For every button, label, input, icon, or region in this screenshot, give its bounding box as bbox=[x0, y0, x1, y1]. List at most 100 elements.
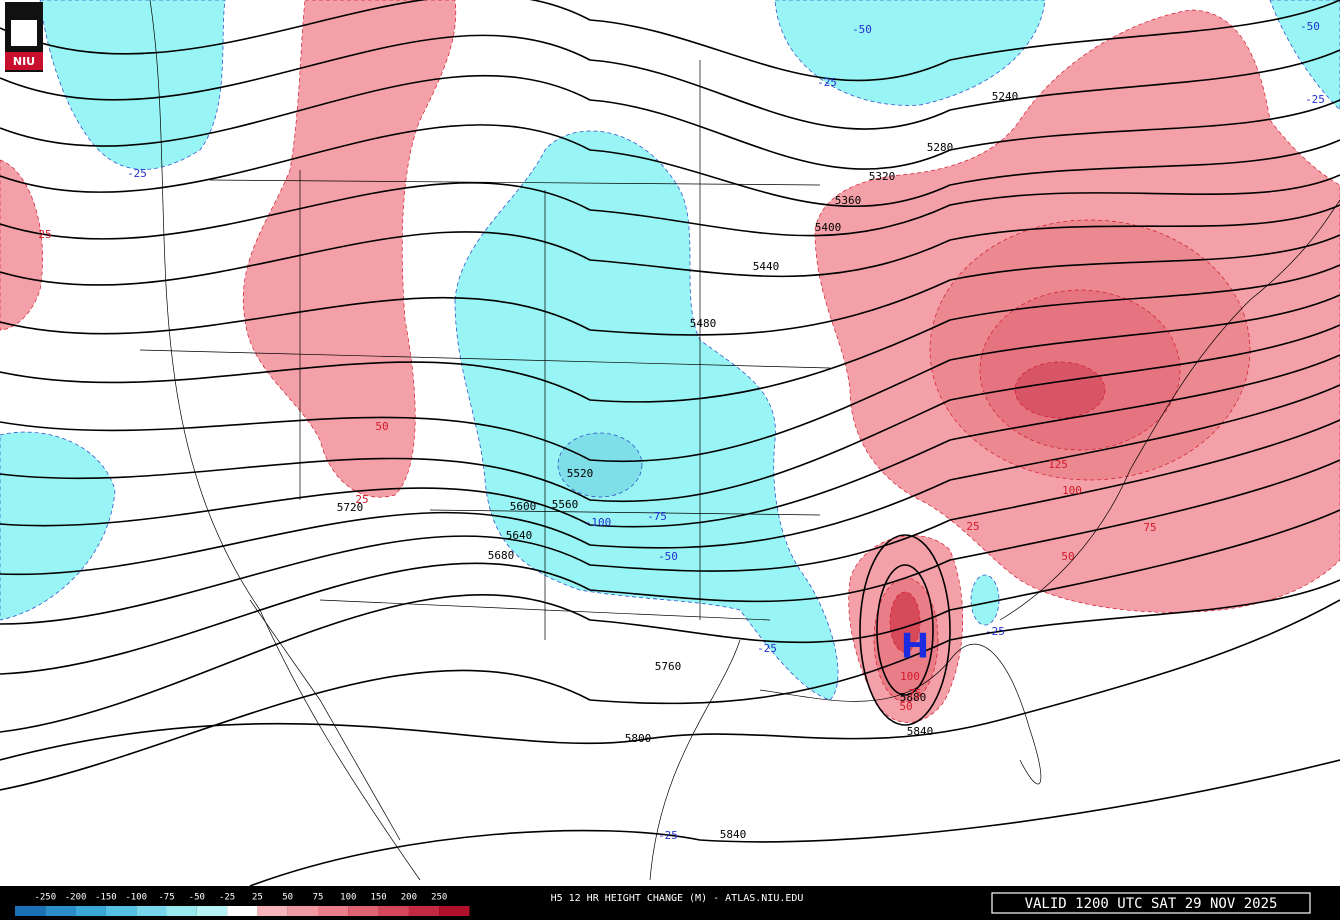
positive-change-label: 25 bbox=[38, 228, 51, 241]
positive-change-areas bbox=[0, 0, 1340, 723]
legend-label: -25 bbox=[219, 893, 235, 903]
footer-title: H5 12 HR HEIGHT CHANGE (M) - ATLAS.NIU.E… bbox=[551, 893, 804, 904]
positive-change-label: 50 bbox=[1061, 550, 1074, 563]
legend-swatch bbox=[15, 906, 46, 916]
legend-swatch bbox=[408, 906, 440, 916]
height-contour bbox=[0, 204, 1340, 286]
height-contour bbox=[0, 264, 1340, 403]
negative-change-label: -50 bbox=[852, 23, 872, 36]
borders bbox=[139, 0, 1340, 881]
positive-area bbox=[243, 0, 457, 498]
legend-label: -100 bbox=[125, 893, 147, 903]
negative-area bbox=[970, 574, 1000, 626]
height-label: 5520 bbox=[567, 467, 594, 480]
height-label: 5360 bbox=[835, 194, 862, 207]
height-contour bbox=[0, 599, 1340, 761]
legend-label: -200 bbox=[65, 893, 87, 903]
height-label: 5680 bbox=[488, 549, 515, 562]
negative-change-areas bbox=[0, 0, 1340, 701]
legend-swatch bbox=[318, 906, 349, 916]
height-contour bbox=[0, 34, 1340, 130]
height-contour bbox=[0, 354, 1340, 528]
legend-swatch bbox=[75, 906, 106, 916]
height-label: 5560 bbox=[552, 498, 579, 511]
positive-change-label: 125 bbox=[1048, 458, 1068, 471]
legend-swatch bbox=[196, 906, 228, 916]
positive-change-label: 100 bbox=[900, 670, 920, 683]
height-label: 5840 bbox=[907, 725, 934, 738]
legend-label: -50 bbox=[189, 893, 205, 903]
height-label: 5840 bbox=[720, 828, 747, 841]
positive-change-label: 75 bbox=[1143, 521, 1156, 534]
legend-label: 50 bbox=[282, 893, 293, 903]
legend-swatch bbox=[166, 906, 197, 916]
height-label: 5720 bbox=[337, 501, 364, 514]
negative-area-inner bbox=[557, 432, 643, 498]
legend-swatch bbox=[439, 906, 470, 916]
height-contour bbox=[0, 459, 1340, 675]
negative-change-label: -25 bbox=[658, 829, 678, 842]
negative-change-label: -50 bbox=[658, 550, 678, 563]
positive-change-label: 50 bbox=[899, 700, 912, 713]
height-label: 5760 bbox=[655, 660, 682, 673]
negative-change-label: -25 bbox=[127, 167, 147, 180]
height-contour bbox=[0, 294, 1340, 463]
legend-label: 75 bbox=[313, 893, 324, 903]
legend-swatch bbox=[257, 906, 288, 916]
height-contour bbox=[0, 0, 1340, 82]
negative-change-label: -75 bbox=[647, 510, 667, 523]
positive-area-inner bbox=[1014, 361, 1106, 419]
legend-label: 250 bbox=[431, 893, 447, 903]
height-label: 5440 bbox=[753, 260, 780, 273]
logo-text: NIU bbox=[13, 55, 35, 68]
positive-change-label: 50 bbox=[375, 420, 388, 433]
legend-swatch bbox=[45, 906, 76, 916]
positive-change-label: 25 bbox=[355, 493, 368, 506]
height-contour bbox=[0, 324, 1340, 503]
height-contour bbox=[0, 174, 1340, 240]
height-contour bbox=[249, 759, 1340, 887]
height-label: 5880 bbox=[900, 691, 927, 704]
negative-area bbox=[39, 0, 226, 170]
legend-label: -250 bbox=[34, 893, 56, 903]
high-pressure-marker: H bbox=[901, 627, 929, 667]
legend: -250 -200 -150 -100 -75 -50 -25 25 50 75 100 150 200… bbox=[15, 893, 470, 916]
map-labels: 5240 5280 5320 5360 5400 5440 5480 5520 5560 5600… bbox=[38, 20, 1325, 842]
valid-time: VALID 1200 UTC SAT 29 NOV 2025 bbox=[1025, 896, 1278, 912]
height-contour bbox=[0, 419, 1340, 625]
negative-change-label: -100 bbox=[585, 516, 612, 529]
height-contour bbox=[0, 124, 1340, 207]
height-label: 5240 bbox=[992, 90, 1019, 103]
height-contours bbox=[0, 0, 1340, 887]
height-label: 5640 bbox=[506, 529, 533, 542]
legend-swatch bbox=[378, 906, 409, 916]
height-contour bbox=[0, 579, 1340, 791]
height-contour bbox=[0, 384, 1340, 576]
coastline bbox=[149, 0, 1340, 881]
positive-change-label: 100 bbox=[1062, 484, 1082, 497]
height-contour bbox=[876, 564, 934, 696]
legend-swatch bbox=[287, 906, 318, 916]
legend-swatch bbox=[105, 906, 137, 916]
positive-area bbox=[0, 159, 43, 331]
legend-swatch bbox=[348, 906, 379, 916]
height-contour bbox=[0, 234, 1340, 336]
legend-label: -150 bbox=[95, 893, 117, 903]
height-contour bbox=[859, 534, 951, 726]
valid-box bbox=[991, 892, 1311, 914]
height-label: 5320 bbox=[869, 170, 896, 183]
legend-label: -75 bbox=[158, 893, 174, 903]
negative-area bbox=[454, 130, 839, 701]
negative-change-label: -25 bbox=[817, 76, 837, 89]
height-label: 5280 bbox=[927, 141, 954, 154]
height-contour bbox=[0, 74, 1340, 170]
positive-change-label: 25 bbox=[966, 520, 979, 533]
negative-area bbox=[774, 0, 1046, 106]
height-label: 5800 bbox=[625, 732, 652, 745]
negative-change-label: -25 bbox=[757, 642, 777, 655]
legend-label: 200 bbox=[401, 893, 417, 903]
height-label: 5400 bbox=[815, 221, 842, 234]
legend-swatch bbox=[136, 906, 167, 916]
negative-area bbox=[1269, 0, 1340, 111]
